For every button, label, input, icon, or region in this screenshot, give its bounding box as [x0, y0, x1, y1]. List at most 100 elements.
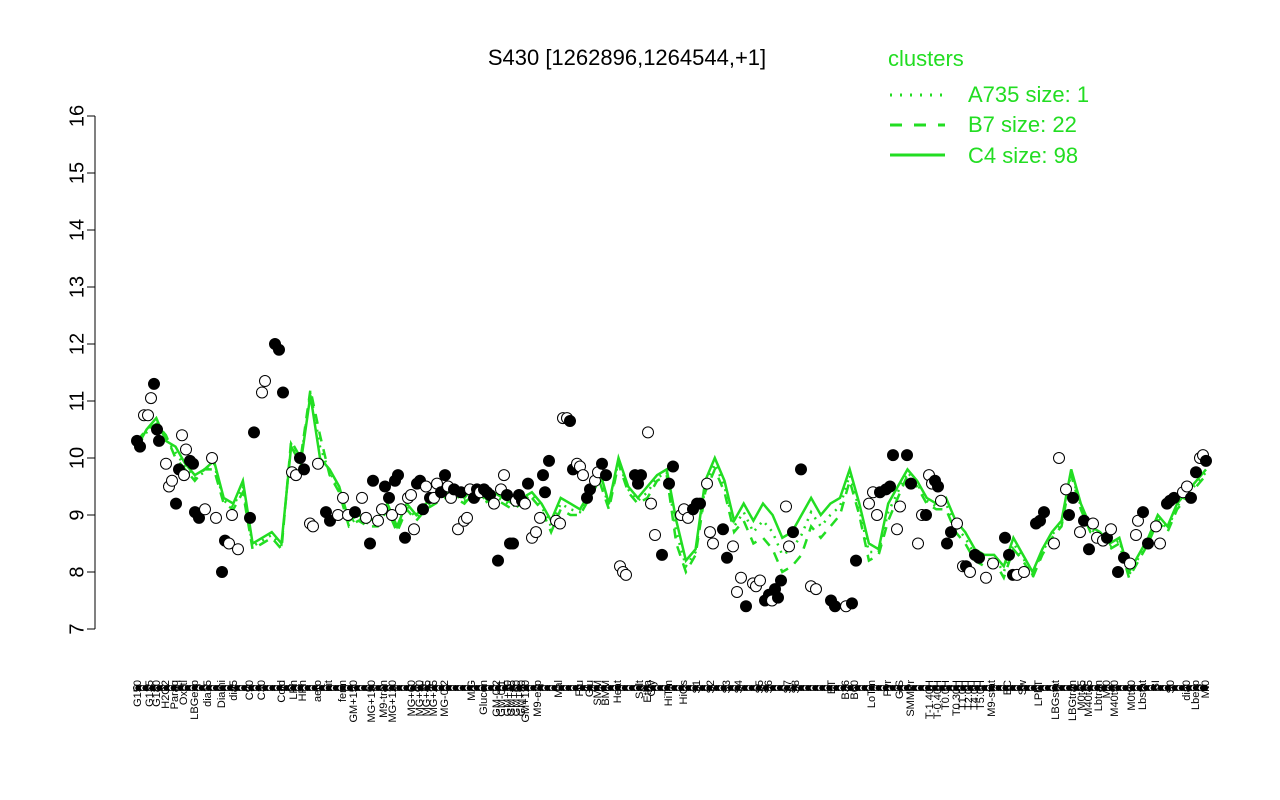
data-point — [1048, 537, 1060, 550]
data-point — [408, 523, 420, 536]
data-point — [324, 514, 336, 527]
x-tick-label: B36 — [840, 680, 852, 700]
x-tick-label: M9-exp — [532, 680, 544, 717]
x-tick-label: B60 — [849, 680, 861, 700]
x-tick-label: S7 — [782, 680, 794, 693]
x-tick-label: MG+90 — [414, 680, 426, 716]
data-point — [539, 486, 551, 499]
data-point — [663, 477, 675, 490]
data-point — [386, 509, 398, 521]
x-tick-label: T0.0H — [940, 680, 952, 710]
series-line-solid — [135, 395, 1207, 576]
data-point — [787, 526, 799, 539]
data-point — [731, 585, 743, 598]
x-tick-label: BC — [1002, 680, 1014, 695]
x-tick-label: LPh — [288, 680, 300, 700]
data-point — [941, 537, 953, 550]
x-tick-label: G/S — [894, 680, 906, 699]
data-point — [176, 429, 188, 442]
legend-title: clusters — [888, 46, 964, 71]
data-point — [492, 554, 504, 567]
x-tick-label: Fru — [574, 680, 586, 697]
data-point — [312, 457, 324, 470]
x-tick-label: BMM — [600, 680, 612, 706]
data-point — [656, 548, 668, 561]
data-point — [1190, 466, 1202, 479]
x-tick-label: BT — [826, 680, 838, 694]
y-tick-label: 14 — [66, 219, 88, 241]
x-tick-label: S2 — [705, 680, 717, 693]
x-tick-label: H2O2 — [160, 680, 172, 709]
data-point — [795, 463, 807, 476]
y-axis: 7 8 9 10 11 12 13 14 15 16 — [66, 105, 96, 635]
data-point — [772, 591, 784, 604]
data-point — [223, 537, 235, 550]
data-point — [178, 469, 190, 482]
data-point — [1063, 509, 1075, 521]
x-tick-label: HiTm — [663, 680, 675, 706]
x-tick-label: M0t90 — [1126, 680, 1138, 711]
x-tick-label: M9-stat — [986, 680, 998, 717]
data-point — [987, 557, 999, 570]
x-tick-label: C30 — [256, 680, 268, 700]
x-tick-label: S3 — [721, 680, 733, 693]
x-tick-label: MG+120 — [387, 680, 399, 723]
x-tick-label: S8 — [790, 680, 802, 693]
x-tick-label: G150 — [132, 680, 144, 707]
data-point — [180, 443, 192, 456]
y-tick-label: 10 — [66, 447, 88, 469]
data-point — [964, 566, 976, 578]
x-rug-mark — [1202, 685, 1209, 692]
data-point — [273, 343, 285, 356]
y-tick-label: 9 — [66, 509, 88, 520]
data-point — [980, 571, 992, 584]
data-point — [232, 543, 244, 556]
x-tick-label: T4.0H — [969, 680, 981, 710]
data-point — [649, 528, 661, 541]
data-point — [1083, 543, 1095, 556]
legend-label-a735: A735 size: 1 — [968, 82, 1089, 107]
data-point — [667, 460, 679, 473]
x-tick-label: ferm — [337, 680, 349, 702]
x-tick-label: Etha — [642, 679, 654, 703]
x-tick-label: T1.0H — [957, 680, 969, 710]
y-tick-label: 16 — [66, 105, 88, 127]
x-tick-label: Lbtran — [1093, 680, 1105, 711]
x-tick-label: S1 — [691, 680, 703, 693]
x-tick-label: T2.0H — [963, 680, 975, 710]
x-tick-label: Gly — [646, 680, 658, 697]
data-point — [1018, 566, 1030, 578]
data-point — [707, 537, 719, 550]
data-point — [1087, 517, 1099, 530]
data-point — [399, 531, 411, 544]
data-point — [780, 500, 792, 513]
data-point — [1130, 528, 1142, 541]
data-point — [290, 469, 302, 482]
chart-title: S430 [1262896,1264544,+1] — [488, 45, 766, 70]
data-point — [452, 523, 464, 536]
data-point — [642, 426, 654, 439]
data-point — [420, 480, 432, 493]
x-tick-label: G180 — [151, 680, 163, 707]
data-point — [887, 449, 899, 462]
data-point — [1200, 454, 1212, 467]
x-tick-label: dia15 — [202, 680, 214, 707]
data-point — [142, 409, 154, 422]
data-point — [530, 526, 542, 539]
x-tick-label: M40t45 — [1083, 680, 1095, 717]
x-tick-label: Pyr — [882, 680, 894, 697]
x-tick-label: G135 — [144, 680, 156, 707]
data-point — [417, 503, 429, 516]
data-points — [131, 338, 1212, 613]
data-point — [259, 375, 271, 388]
x-tick-label: GM+60 — [511, 680, 523, 716]
data-point — [498, 469, 510, 482]
x-tick-label: MG+150 — [366, 680, 378, 723]
data-point — [932, 480, 944, 493]
data-point — [405, 489, 417, 502]
data-point — [376, 503, 388, 516]
x-tick-label: T0.30H — [951, 680, 963, 716]
data-point — [884, 480, 896, 493]
data-point — [596, 457, 608, 470]
